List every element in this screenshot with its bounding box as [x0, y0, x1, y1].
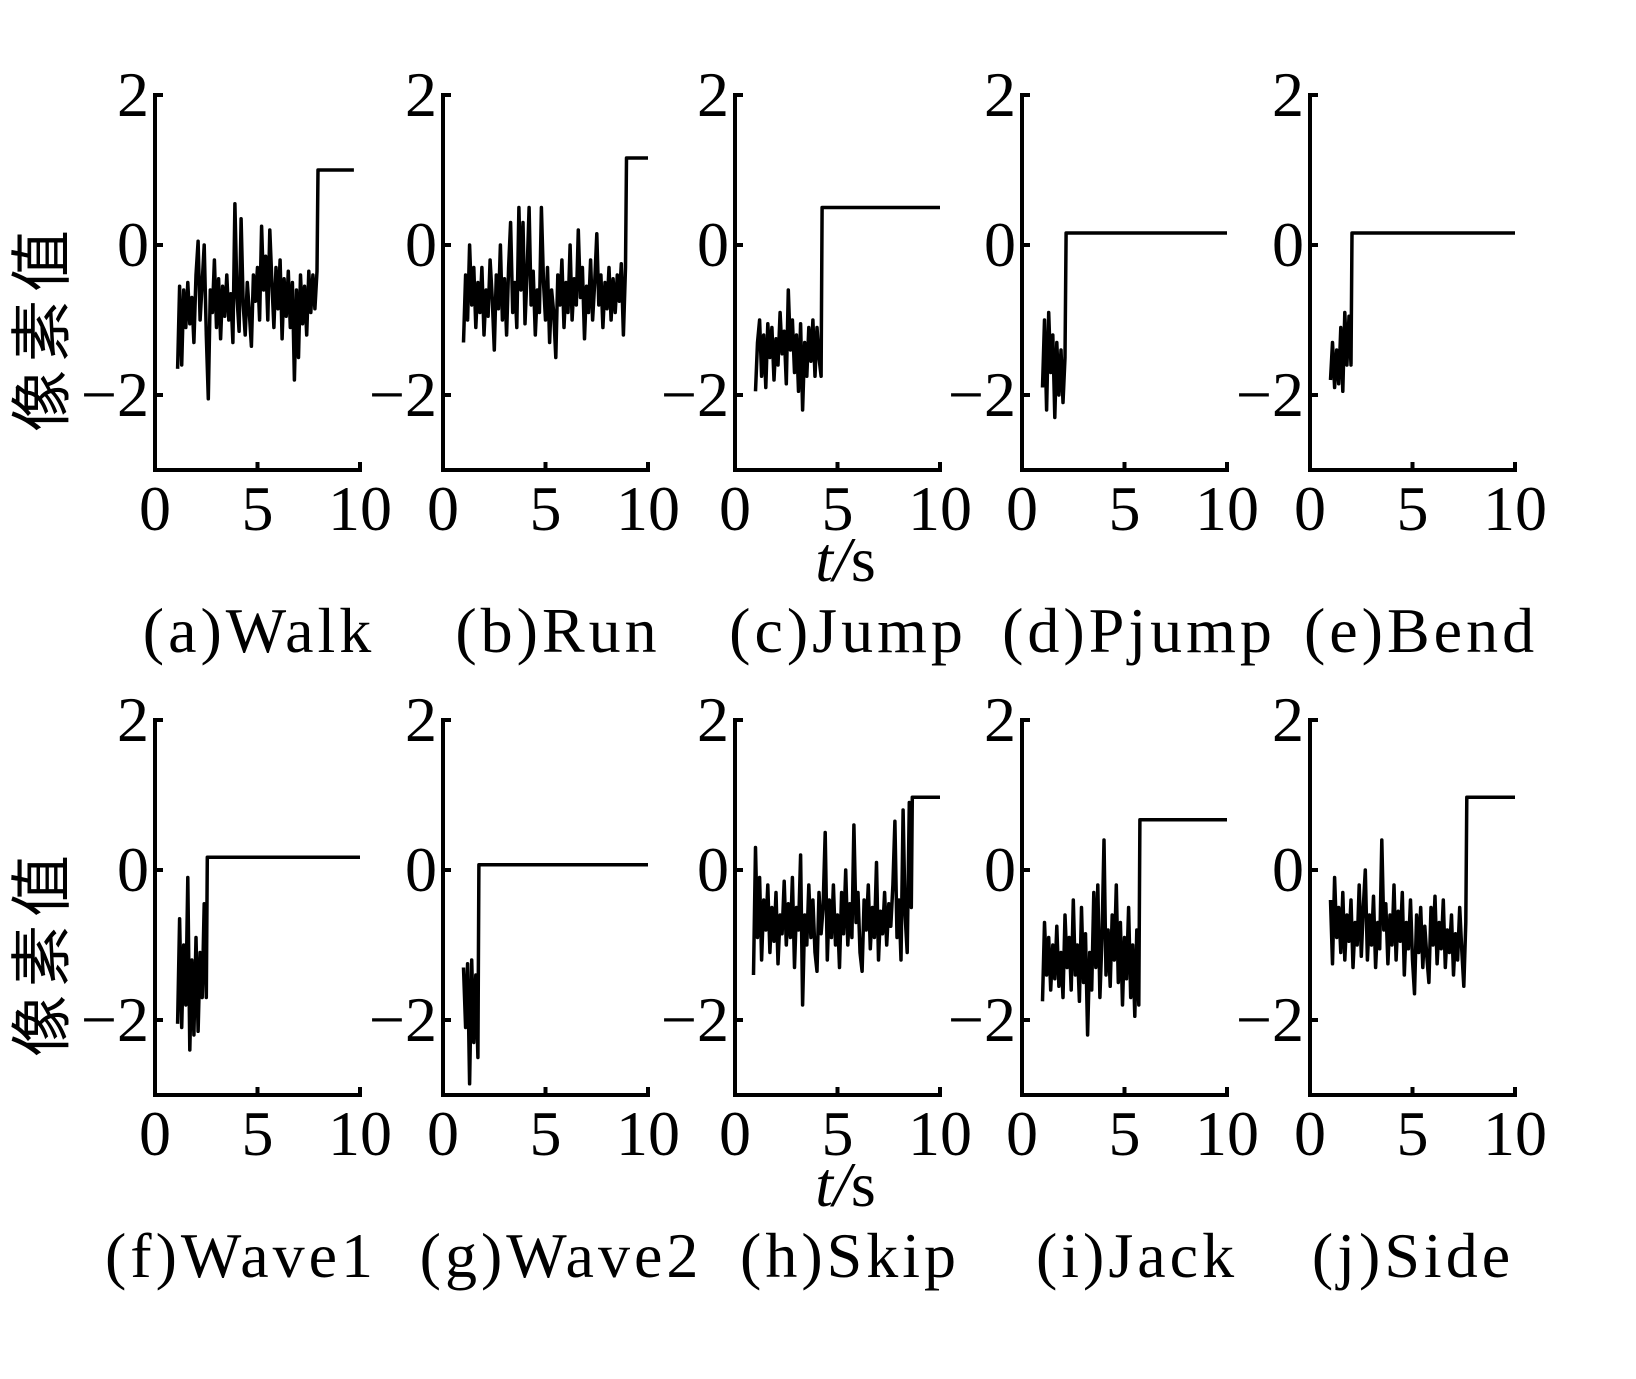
x-tick-label: 10 [1195, 1098, 1259, 1169]
y-tick-label: 2 [405, 59, 437, 130]
y-tick-label: 0 [984, 834, 1016, 905]
x-tick-label: 10 [1483, 1098, 1547, 1169]
y-tick-label: 2 [697, 59, 729, 130]
y-tick-label: −2 [81, 984, 149, 1055]
x-tick-label: 5 [530, 1098, 562, 1169]
panel-h: 20−20 5 10(h)Skip [661, 684, 972, 1291]
x-tick-label: 5 [1397, 1098, 1429, 1169]
y-tick-label: 2 [984, 59, 1016, 130]
y-tick-label: −2 [948, 359, 1016, 430]
y-tick-label: 0 [1272, 834, 1304, 905]
x-tick-label: 5 [1397, 473, 1429, 544]
y-axis-label: 像素值 [6, 222, 79, 432]
y-tick-label: 2 [405, 684, 437, 755]
x-tick-label: 5 [822, 473, 854, 544]
x-tick-label: 10 [616, 1098, 680, 1169]
x-tick-label: 10 [616, 473, 680, 544]
y-tick-label: 0 [117, 209, 149, 280]
x-axis-label: t/s [815, 1149, 876, 1220]
x-tick-label: 0 [1006, 473, 1038, 544]
panel-j: 20−20 5 10(j)Side [1236, 684, 1547, 1291]
series-line [1328, 231, 1515, 394]
y-tick-label: −2 [81, 359, 149, 430]
panel-caption: (d)Pjump [1002, 595, 1276, 666]
y-tick-label: 2 [984, 684, 1016, 755]
panel-i: 20−20 5 10(i)Jack [948, 684, 1259, 1291]
x-tick-label: 10 [1483, 473, 1547, 544]
series-line [1040, 818, 1227, 1037]
y-tick-label: 0 [117, 834, 149, 905]
x-tick-label: 5 [1109, 1098, 1141, 1169]
x-tick-label: 0 [719, 1098, 751, 1169]
y-tick-label: 2 [1272, 684, 1304, 755]
y-tick-label: −2 [661, 984, 729, 1055]
panel-caption: (h)Skip [740, 1220, 960, 1291]
x-tick-label: 0 [1294, 1098, 1326, 1169]
y-tick-label: 0 [697, 209, 729, 280]
panel-c: 20−20 5 10(c)Jump [661, 59, 972, 666]
panel-e: 20−20 5 10(e)Bend [1236, 59, 1547, 666]
series-line [175, 168, 354, 401]
panel-caption: (e)Bend [1304, 595, 1538, 666]
x-tick-label: 0 [1006, 1098, 1038, 1169]
series-line [751, 795, 940, 1007]
series-line [753, 205, 940, 412]
y-tick-label: 0 [697, 834, 729, 905]
panel-d: 20−20 5 10(d)Pjump [948, 59, 1276, 666]
panel-caption: (i)Jack [1036, 1220, 1238, 1291]
y-tick-label: 0 [405, 834, 437, 905]
series-line [461, 863, 648, 1086]
y-tick-label: −2 [1236, 984, 1304, 1055]
x-tick-label: 5 [242, 473, 274, 544]
panel-caption: (g)Wave2 [420, 1220, 703, 1291]
y-tick-label: −2 [661, 359, 729, 430]
panel-caption: (a)Walk [143, 595, 376, 666]
x-tick-label: 10 [1195, 473, 1259, 544]
y-tick-label: 0 [405, 209, 437, 280]
x-tick-label: 5 [242, 1098, 274, 1169]
x-tick-label: 10 [908, 1098, 972, 1169]
panel-g: 20−20 5 10(g)Wave2 [369, 684, 703, 1291]
y-tick-label: −2 [369, 984, 437, 1055]
series-line [1328, 795, 1515, 996]
panel-caption: (b)Run [455, 595, 660, 666]
x-tick-label: 0 [719, 473, 751, 544]
y-tick-label: 2 [1272, 59, 1304, 130]
x-tick-label: 0 [139, 1098, 171, 1169]
y-tick-label: −2 [948, 984, 1016, 1055]
x-axis-label: t/s [815, 524, 876, 595]
panel-caption: (c)Jump [729, 595, 967, 666]
x-tick-label: 5 [1109, 473, 1141, 544]
x-tick-label: 0 [1294, 473, 1326, 544]
y-tick-label: −2 [369, 359, 437, 430]
x-tick-label: 10 [908, 473, 972, 544]
y-tick-label: 0 [1272, 209, 1304, 280]
x-tick-label: 0 [139, 473, 171, 544]
x-tick-label: 10 [328, 1098, 392, 1169]
y-tick-label: 2 [117, 684, 149, 755]
x-tick-label: 10 [328, 473, 392, 544]
y-tick-label: 2 [697, 684, 729, 755]
y-tick-label: 0 [984, 209, 1016, 280]
panel-caption: (j)Side [1312, 1220, 1514, 1291]
panel-b: 20−20 5 10(b)Run [369, 59, 680, 666]
y-axis-label: 像素值 [6, 847, 79, 1057]
x-tick-label: 5 [822, 1098, 854, 1169]
x-tick-label: 0 [427, 473, 459, 544]
y-tick-label: 2 [117, 59, 149, 130]
y-tick-label: −2 [1236, 359, 1304, 430]
x-tick-label: 5 [530, 473, 562, 544]
series-line [1040, 231, 1227, 420]
series-line [175, 855, 360, 1052]
x-tick-label: 0 [427, 1098, 459, 1169]
series-line [461, 156, 648, 360]
panel-caption: (f)Wave1 [105, 1220, 377, 1291]
